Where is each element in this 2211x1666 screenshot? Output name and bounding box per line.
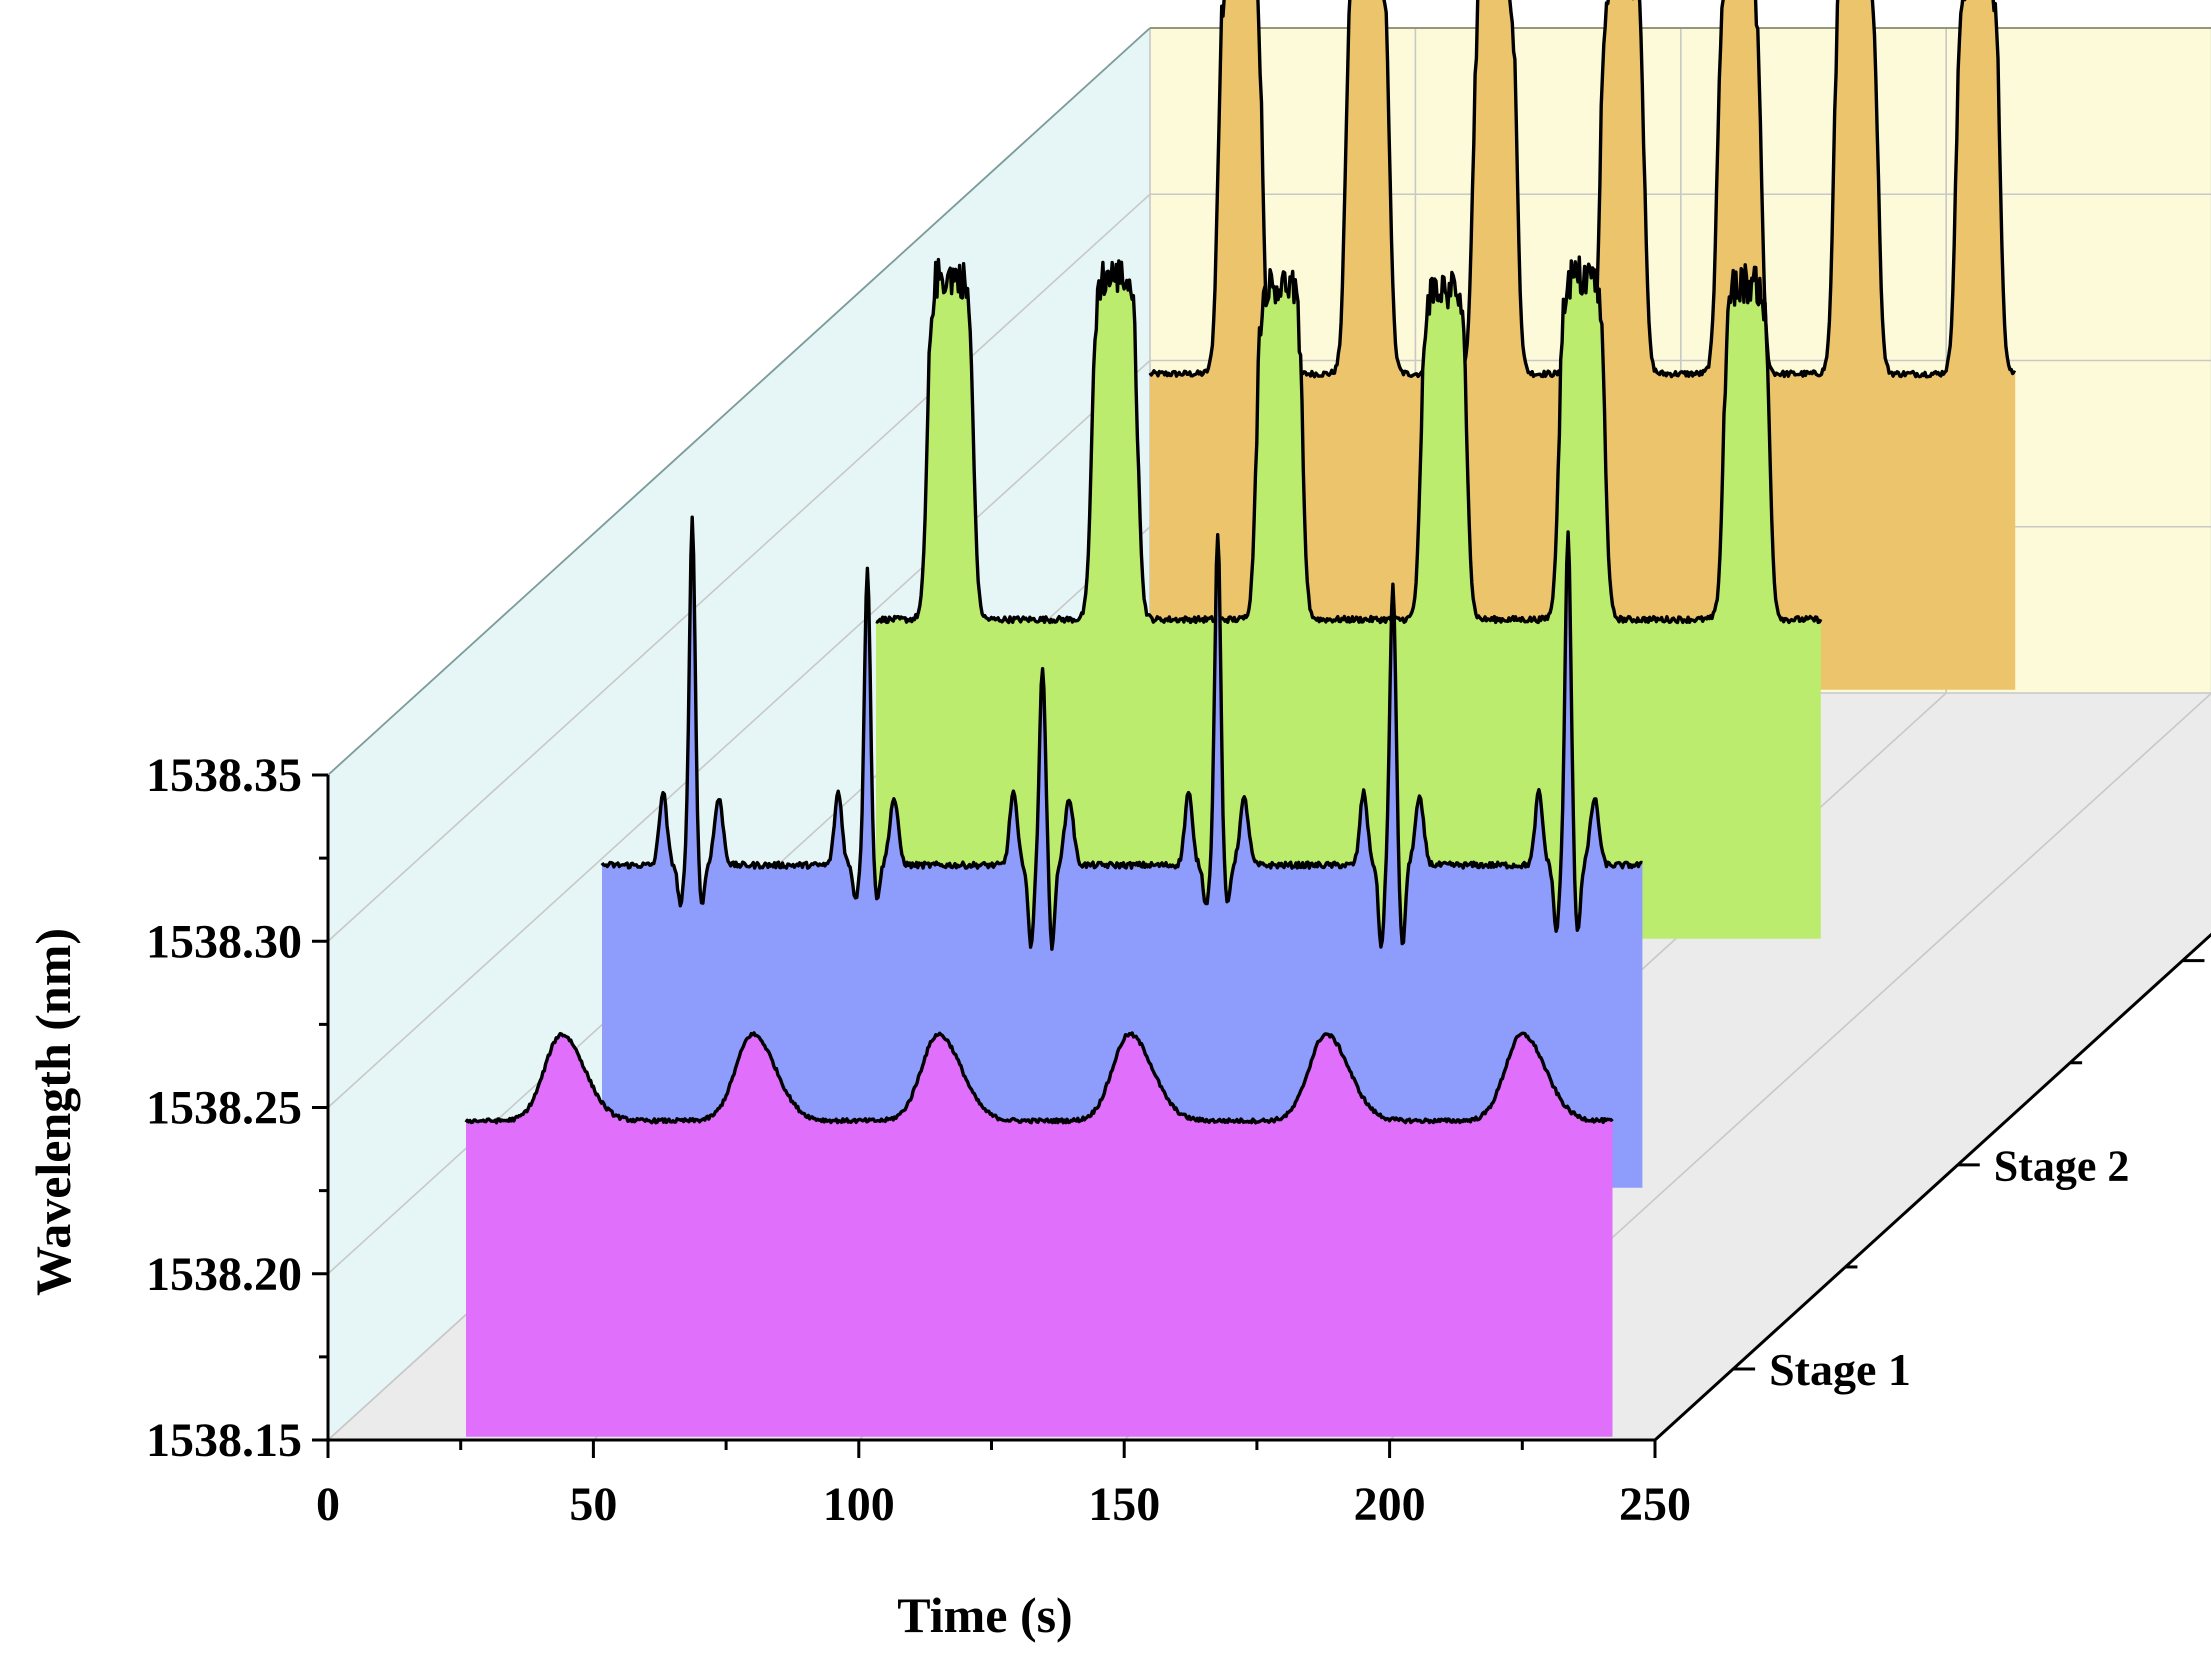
x-tick-label: 50 [569,1478,617,1531]
y-tick-label: 1538.25 [146,1082,302,1135]
x-tick-label: 250 [1619,1478,1691,1531]
y-tick-label: 1538.35 [146,749,302,802]
series-2 [600,515,1643,1188]
x-tick-label: 150 [1088,1478,1160,1531]
series-area [876,257,1821,939]
series-1 [464,1031,1614,1437]
y-axis-label: Wavelength (nm) [25,928,81,1296]
series-line [875,255,1823,625]
series-3 [875,255,1823,939]
depth-axis-line [1653,932,2211,1442]
y-tick-label: 1538.20 [146,1248,302,1301]
series-area [466,1032,1613,1437]
series-line [600,515,1643,951]
x-axis-label: Time (s) [897,1587,1072,1643]
side-gridline [327,359,1151,1109]
back-wall-edge [1150,27,2211,29]
side-gridline [327,193,1151,942]
chart-axes: 0 50 100 150 200 250 1538.35 1538.30 1538.25 1538… [146,749,2211,1531]
x-tick-label: 200 [1354,1478,1426,1531]
x-tick-label: 0 [316,1478,340,1531]
series-area [602,517,1643,1188]
depth-tick-label: Stage 2 [1994,1141,2130,1190]
series-area [1150,0,2016,690]
x-tick-label: 100 [823,1478,895,1531]
y-tick-label: 1538.30 [146,915,302,968]
depth-tick-label: Stage 1 [1769,1344,1911,1395]
side-wall-edge [327,27,1151,776]
series-line [464,1031,1614,1125]
y-tick-label: 1538.15 [146,1414,302,1467]
series-layer [464,0,2017,1437]
